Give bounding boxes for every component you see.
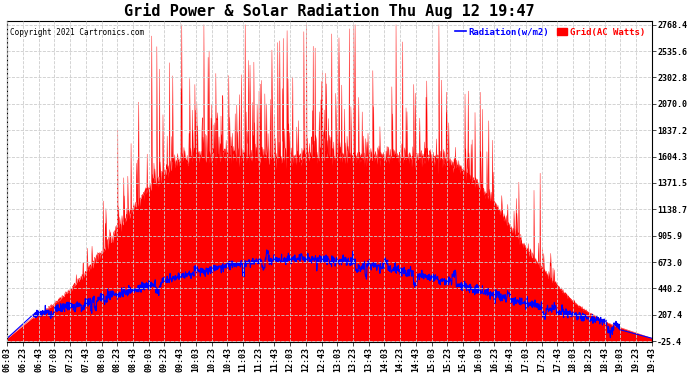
Title: Grid Power & Solar Radiation Thu Aug 12 19:47: Grid Power & Solar Radiation Thu Aug 12 … [124,3,535,19]
Text: Copyright 2021 Cartronics.com: Copyright 2021 Cartronics.com [10,28,145,37]
Legend: Radiation(w/m2), Grid(AC Watts): Radiation(w/m2), Grid(AC Watts) [453,26,647,39]
